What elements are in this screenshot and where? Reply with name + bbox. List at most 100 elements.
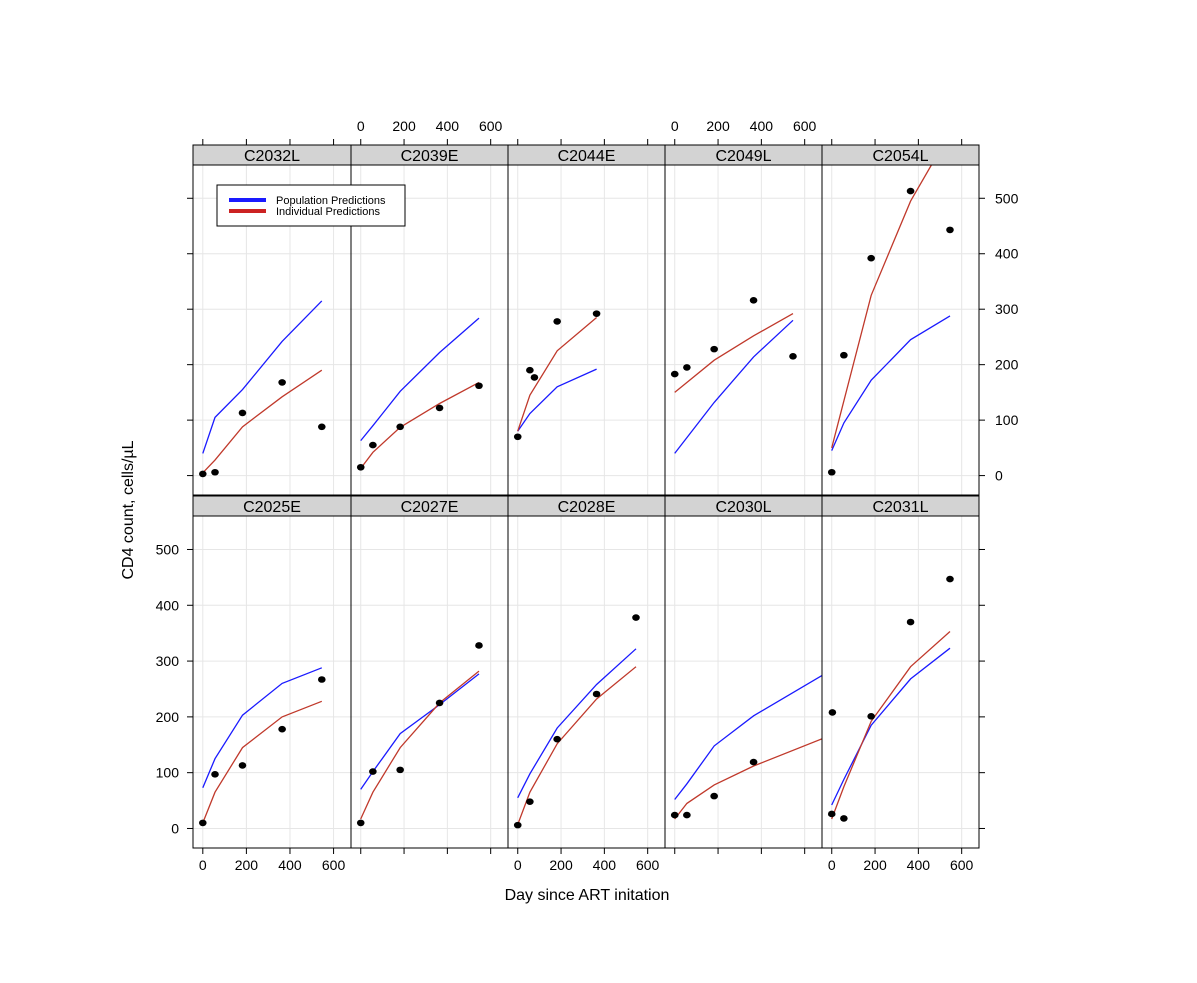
individual-prediction-line [831,165,932,449]
observed-point [749,297,758,304]
population-prediction-line [674,319,794,454]
observed-point [369,768,377,775]
population-prediction-line [202,300,323,454]
panel-C2044E [513,310,601,441]
panel-C2031L [827,575,954,822]
y-tick-label: 200 [995,357,1019,373]
y-tick-label: 500 [156,541,180,557]
observed-point [238,409,247,417]
individual-prediction-line [674,313,794,393]
strip-label: C2030L [715,499,771,516]
panel-frame [664,495,823,849]
strip-label: C2049L [715,148,771,165]
observed-point [828,709,837,716]
x-tick-label: 400 [278,857,302,873]
panel-frame [821,495,980,849]
panel-C2028E [513,614,640,829]
individual-prediction-line [674,738,822,820]
observed-point [526,798,534,805]
observed-point [513,433,522,441]
x-tick-label: 0 [514,857,522,873]
legend-box [216,184,406,227]
x-tick-label: 600 [479,118,503,134]
legend-label-individual: Individual Predictions [276,206,380,218]
x-axis-title: Day since ART initation [505,887,670,904]
series-layer [199,165,954,829]
observed-point [211,468,219,476]
strip-label: C2025E [243,499,301,516]
panel-C2039E [356,317,483,471]
observed-point [553,318,561,325]
observed-point [553,735,561,743]
individual-prediction-line [202,700,323,824]
observed-point [317,423,326,431]
strip-label: C2028E [558,499,616,516]
x-tick-label: 200 [706,118,730,134]
strip-label: C2039E [401,148,459,165]
observed-point [592,690,601,698]
observed-point [513,821,522,829]
individual-prediction-line [202,369,323,474]
panel-C2054L [827,165,954,476]
population-prediction-line [517,368,597,432]
strip-label: C2044E [558,148,616,165]
observed-point [317,676,326,683]
observed-point [789,353,797,360]
x-tick-label: 600 [950,857,974,873]
panel-frame [507,144,666,496]
individual-prediction-line [517,666,637,825]
observed-point [526,366,534,374]
panel-frame [507,495,666,849]
x-tick-label: 600 [636,857,660,873]
observed-point [530,374,539,381]
observed-point [475,642,483,649]
observed-point [211,771,219,778]
y-tick-label: 0 [995,468,1003,484]
observed-point [906,618,915,626]
y-tick-label: 0 [171,820,179,836]
x-tick-label: 0 [828,857,836,873]
y-axis-title: CD4 count, cells/µL [120,440,137,579]
observed-point [278,379,286,386]
population-prediction-line [517,648,637,799]
observed-point [396,766,404,774]
panel-C2032L [199,300,326,478]
y-tick-label: 500 [995,190,1019,206]
x-tick-label: 400 [593,857,617,873]
observed-point [683,364,691,371]
panel-C2049L [670,297,797,454]
observed-point [946,226,954,234]
population-prediction-line [202,667,323,788]
x-tick-label: 200 [863,857,887,873]
panel-frame [664,144,823,496]
panel-frame [821,144,980,496]
x-tick-label: 0 [357,118,365,134]
observed-point [827,810,836,818]
legend: Population Predictions Individual Predic… [216,184,406,227]
observed-point [238,762,247,769]
panel-frame [192,495,352,849]
observed-point [632,614,640,621]
x-tick-label: 600 [322,857,346,873]
observed-point [475,382,483,390]
panel-C2025E [199,667,326,827]
individual-prediction-line [360,670,480,820]
x-tick-label: 200 [392,118,416,134]
observed-point [867,254,875,262]
observed-point [827,468,836,476]
observed-point [356,819,365,827]
panel-frame [350,495,509,849]
observed-point [278,725,286,733]
observed-point [396,423,404,431]
individual-prediction-line [831,631,951,820]
observed-point [710,792,718,800]
observed-point [683,811,691,819]
observed-point [199,819,207,827]
observed-point [840,815,848,822]
y-tick-label: 300 [156,653,180,669]
x-tick-label: 400 [436,118,460,134]
observed-point [670,370,679,378]
observed-point [867,713,875,720]
y-tick-label: 400 [156,597,180,613]
